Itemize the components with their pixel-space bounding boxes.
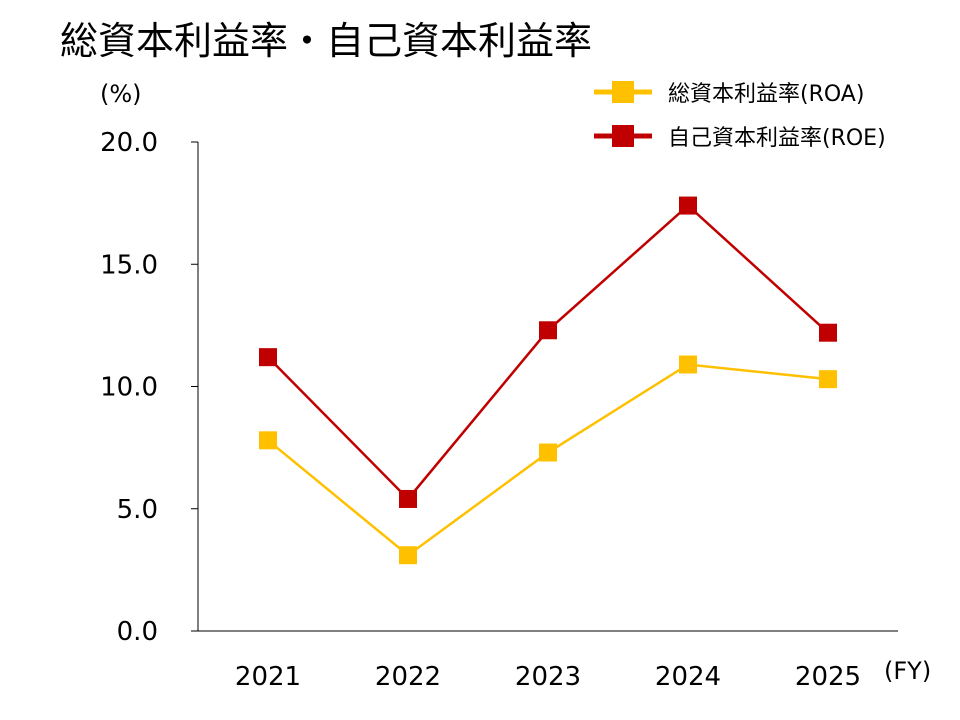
x-tick-label: 2022 [375,662,441,692]
data-point-roe [819,323,837,342]
y-axis-unit: (%) [100,80,142,108]
legend-item-roe: 自己資本利益率(ROE) [592,120,886,152]
data-point-roe [679,196,697,215]
y-tick-label: 0.0 [117,617,158,647]
x-tick-label: 2023 [515,662,581,692]
y-tick-label: 10.0 [100,373,158,403]
legend-swatch-roa [594,81,652,103]
legend-item-roa: 総資本利益率(ROA) [592,76,864,108]
legend-label-roe: 自己資本利益率(ROE) [668,126,886,151]
data-point-roe [399,489,417,508]
x-tick-label: 2025 [795,662,861,692]
y-tick-label: 20.0 [100,128,158,158]
legend-label-roa: 総資本利益率(ROA) [668,82,865,107]
data-point-roa [539,443,557,462]
data-point-roe [259,348,277,367]
data-point-roa [679,355,697,374]
x-tick-label: 2021 [235,662,301,692]
chart-title: 総資本利益率・自己資本利益率 [60,19,593,63]
y-tick-label: 15.0 [100,250,158,280]
x-axis-unit: (FY) [884,657,932,685]
legend-swatch-roe [594,125,652,147]
x-tick-label: 2024 [655,662,721,692]
data-point-roa [259,431,277,450]
data-point-roa [399,546,417,565]
data-point-roa [819,370,837,389]
data-point-roe [539,321,557,340]
y-tick-label: 5.0 [117,495,158,525]
